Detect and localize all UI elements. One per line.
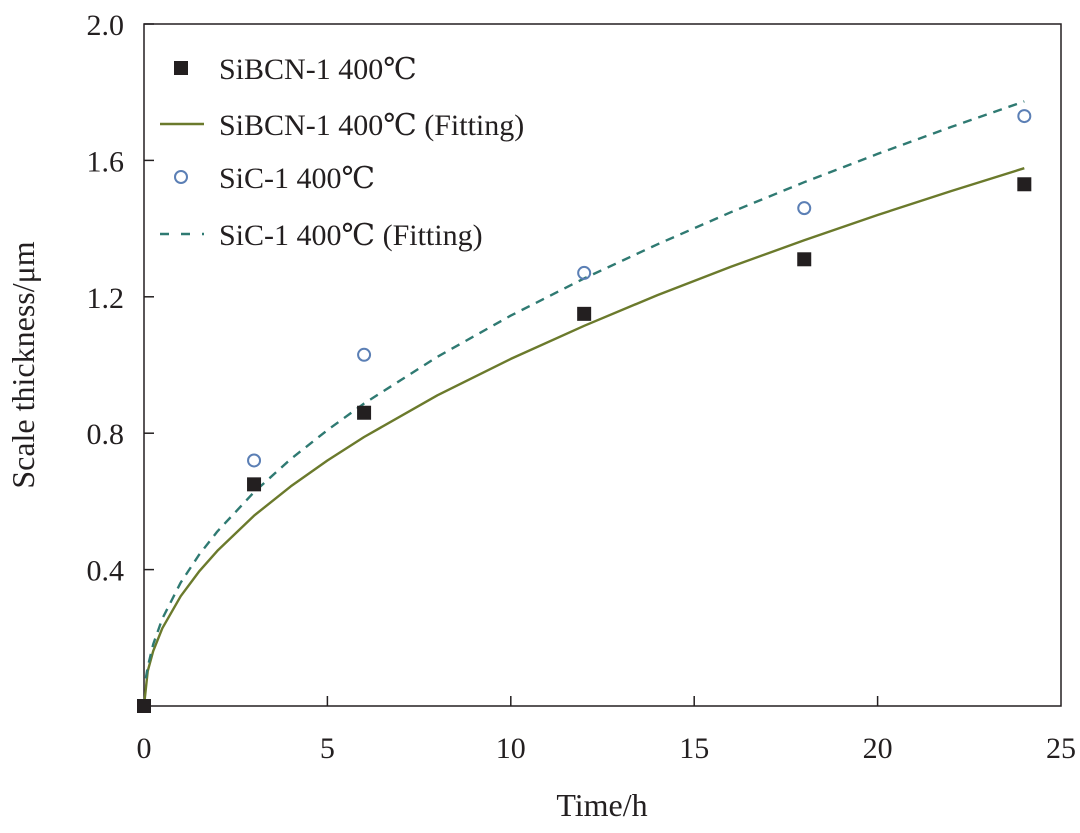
legend: SiBCN-1 400℃ SiBCN-1 400℃ (Fitting) SiC-1 … [160, 53, 524, 252]
series-layer [137, 100, 1032, 713]
x-tick-label: 25 [1046, 732, 1076, 765]
sic-data-point [357, 347, 372, 362]
legend-label: SiBCN-1 400℃ (Fitting) [219, 109, 524, 142]
x-tick-label: 15 [679, 732, 709, 765]
x-tick-label: 20 [863, 732, 893, 765]
y-tick-label: 2.0 [87, 9, 125, 42]
legend-label: SiBCN-1 400℃ [219, 53, 417, 86]
sic-data-point [1017, 109, 1032, 124]
legend-symbol [174, 170, 188, 184]
x-tick-label: 10 [496, 732, 526, 765]
sibcn-data-point [577, 306, 592, 321]
legend-label: SiC-1 400℃ [219, 162, 375, 195]
y-tick-label: 1.2 [87, 282, 125, 315]
x-tick-label: 5 [320, 732, 335, 765]
x-axis-title: Time/h [556, 787, 647, 823]
x-tick-label: 0 [137, 732, 152, 765]
x-axis-ticks: 0 5 10 15 20 25 [137, 696, 1076, 765]
plot-frame [143, 23, 1062, 707]
legend-label: SiC-1 400℃ (Fitting) [219, 219, 483, 252]
sibcn-data-point [247, 477, 262, 492]
sic-fit-line [144, 100, 1025, 679]
sibcn-data-point [137, 699, 151, 713]
sibcn-data-point [797, 252, 812, 267]
y-tick-label: 1.6 [87, 145, 125, 178]
y-axis-title: Scale thickness/μm [5, 241, 41, 488]
sic-data-point [797, 201, 812, 216]
sibcn-data-point [357, 405, 372, 420]
y-tick-label: 0.8 [87, 418, 125, 451]
sibcn-data-point [1017, 177, 1032, 192]
sic-data-point [247, 453, 262, 468]
y-tick-label: 0.4 [87, 555, 125, 588]
sic-data-point [577, 265, 592, 280]
y-axis-ticks: 0.4 0.8 1.2 1.6 2.0 [87, 9, 154, 588]
legend-symbol [174, 61, 188, 75]
sibcn-fit-line [142, 167, 1025, 707]
